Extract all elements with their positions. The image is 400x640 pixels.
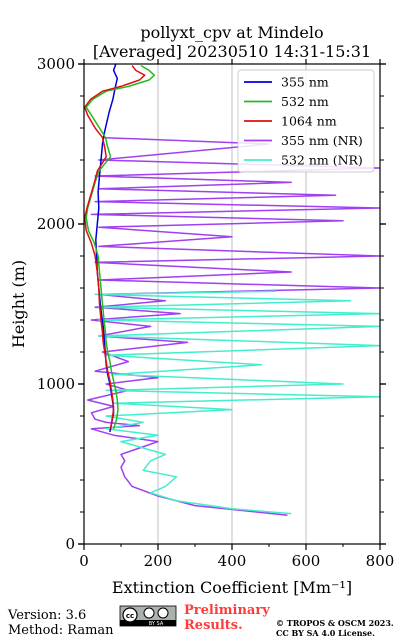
series-line-2 [84,65,146,429]
x-tick-label: 400 [218,552,247,570]
preliminary-line-2: Results. [184,618,243,633]
legend-label: 355 nm [281,75,329,90]
chart-title: pollyxt_cpv at Mindelo [140,23,323,42]
method-text: Method: Raman [8,623,114,638]
cc-icon [122,607,138,623]
axis-ticks: 0 200 400 600 800 0 1000 2000 3000 [37,55,395,570]
legend-box [237,69,375,173]
copyright-line-1: © TROPOS & OSCM 2023. [276,618,394,628]
cc-license-badge: cc BY SA [119,605,177,627]
preliminary-line-1: Preliminary [184,603,270,618]
share-alike-icon [157,607,169,619]
chart-subtitle: [Averaged] 20230510 14:31-15:31 [93,42,371,61]
y-tick-label: 1000 [37,375,75,393]
legend-label: 532 nm [281,94,329,109]
y-tick-label: 0 [65,535,75,553]
x-tick-label: 200 [144,552,173,570]
badge-label: BY SA [149,621,164,627]
x-tick-label: 0 [79,552,89,570]
attribution-icon [143,607,155,619]
legend-label: 1064 nm [281,114,337,129]
x-axis-label: Extinction Coefficient [Mm⁻¹] [112,578,352,597]
version-text: Version: 3.6 [7,608,86,623]
series-line-1 [85,64,156,430]
series-line-4 [94,290,380,515]
y-tick-label: 3000 [37,55,75,73]
legend-label: 355 nm (NR) [281,133,363,148]
series-line-0 [95,64,119,433]
y-axis-label: Height (m) [9,260,28,348]
series-layer [84,64,380,516]
svg-text:cc: cc [126,612,134,620]
y-tick-label: 2000 [37,215,75,233]
x-tick-label: 600 [292,552,321,570]
copyright-line-2: CC BY SA 4.0 License. [276,628,375,638]
series-line-3 [86,136,380,516]
x-tick-label: 800 [366,552,395,570]
legend: 355 nm 532 nm 1064 nm 355 nm (NR) 532 nm (NR… [237,69,375,173]
legend-label: 532 nm (NR) [281,153,363,168]
